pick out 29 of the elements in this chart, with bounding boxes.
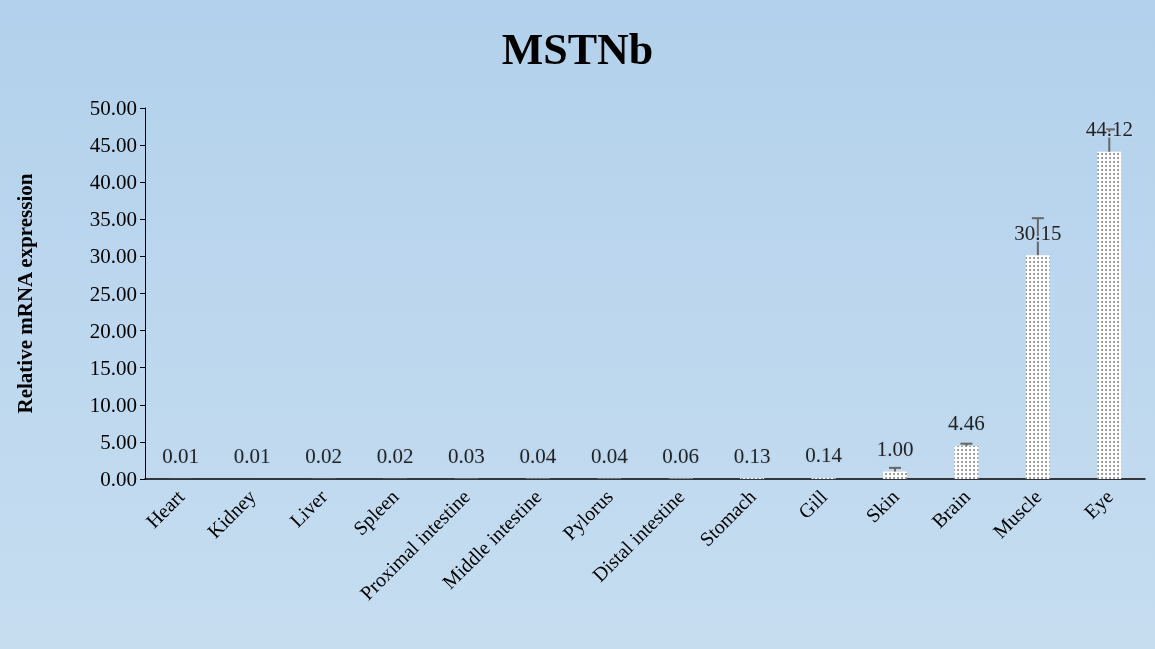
x-tick-label: Skin <box>861 485 903 527</box>
y-tick-label: 25.00 <box>89 281 137 306</box>
y-tick-label: 40.00 <box>89 170 137 195</box>
y-tick-label: 45.00 <box>89 133 137 158</box>
data-label: 0.02 <box>376 444 414 469</box>
y-tick-label: 35.00 <box>89 207 137 232</box>
data-label: 44.12 <box>1085 117 1133 142</box>
data-label: 0.04 <box>519 444 557 469</box>
y-tick-label: 50.00 <box>89 96 137 120</box>
x-tick-label: Gill <box>793 484 832 523</box>
data-label: 0.02 <box>305 444 342 469</box>
y-tick-label: 0.00 <box>100 467 137 491</box>
data-label: 4.46 <box>948 411 985 436</box>
chart-title: MSTNb <box>501 24 654 74</box>
y-tick-label: 20.00 <box>89 318 137 343</box>
y-tick-label: 10.00 <box>89 392 137 417</box>
data-label: 0.01 <box>162 444 200 469</box>
data-label: 0.13 <box>733 443 771 468</box>
data-label: 0.06 <box>662 444 700 469</box>
data-label: 0.03 <box>448 444 485 469</box>
y-tick-label: 30.00 <box>89 244 137 269</box>
x-tick-label: Eye <box>1079 485 1118 524</box>
data-label: 0.14 <box>805 443 843 468</box>
data-label: 1.00 <box>876 437 914 462</box>
y-tick-label: 5.00 <box>100 429 137 454</box>
data-label: 0.04 <box>590 444 629 469</box>
y-tick-label: 15.00 <box>89 355 137 380</box>
data-label: 0.01 <box>233 444 271 469</box>
y-axis-title: Relative mRNA expression <box>12 173 37 414</box>
